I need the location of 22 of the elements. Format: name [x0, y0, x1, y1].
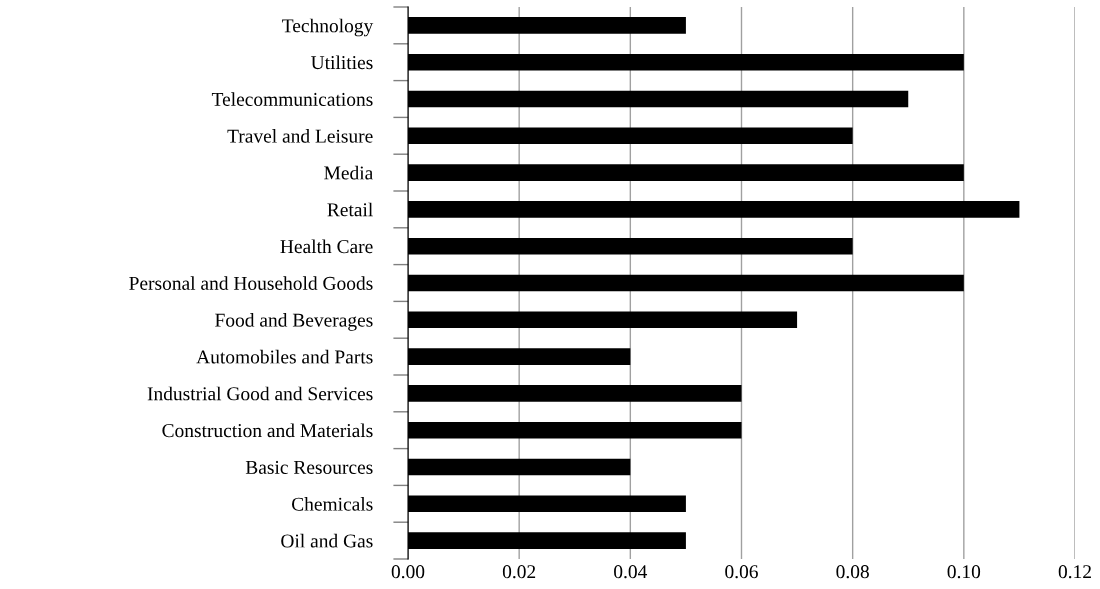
x-tick-label: 0.02 — [502, 565, 536, 579]
y-tick-label: Oil and Gas — [281, 533, 373, 548]
y-tick-label: Retail — [327, 202, 373, 217]
y-tick-label: Construction and Materials — [162, 423, 373, 438]
y-tick-label: Chemicals — [291, 497, 373, 511]
y-tick-label: Technology — [282, 18, 374, 37]
y-tick-label: Telecommunications — [211, 92, 373, 106]
y-tick-label: Basic Resources — [245, 460, 373, 474]
y-tick-label: Media — [324, 165, 374, 180]
x-tick-label: 0.06 — [725, 565, 758, 579]
y-tick-label: Utilities — [311, 55, 373, 70]
x-tick-label: 0.10 — [947, 565, 981, 579]
y-tick-label: Industrial Good and Services — [147, 386, 373, 401]
y-tick-label: Health Care — [280, 239, 373, 254]
y-tick-label: Automobiles and Parts — [196, 349, 373, 364]
y-tick-label: Travel and Leisure — [227, 129, 373, 143]
x-tick-label: 0.04 — [614, 565, 648, 579]
x-tick-label: 0.08 — [836, 565, 869, 579]
y-tick-label: Food and Beverages — [215, 313, 373, 331]
x-tick-label: 0.12 — [1058, 565, 1091, 579]
y-tick-label: Personal and Household Goods — [129, 276, 373, 290]
x-tick-label: 0.00 — [391, 565, 425, 579]
